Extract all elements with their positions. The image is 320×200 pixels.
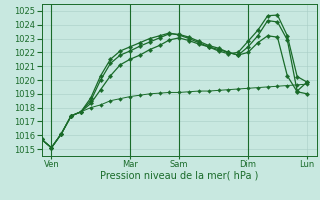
X-axis label: Pression niveau de la mer( hPa ): Pression niveau de la mer( hPa ) — [100, 171, 258, 181]
